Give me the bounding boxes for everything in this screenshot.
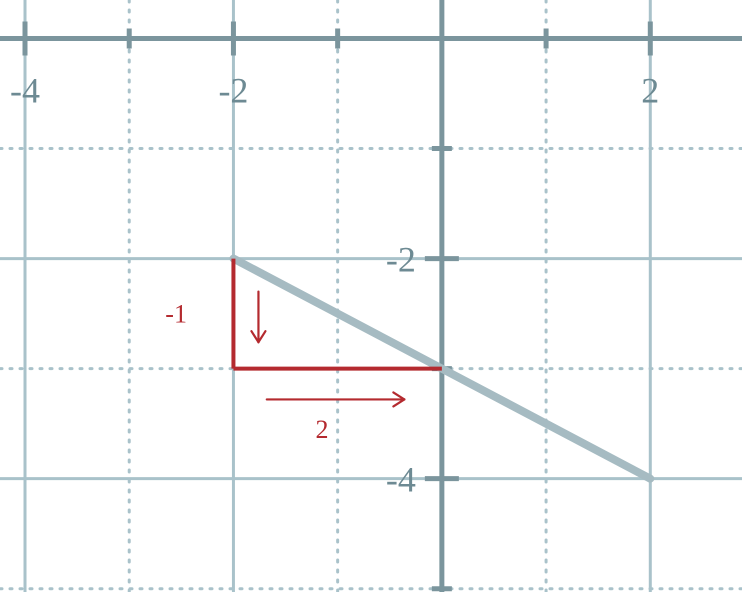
rise-label: -1 <box>165 299 187 328</box>
x-tick-label: -2 <box>218 71 248 111</box>
y-tick-label: -2 <box>386 240 416 280</box>
x-tick-label: -4 <box>10 71 40 111</box>
run-label: 2 <box>316 415 329 444</box>
x-tick-label: 2 <box>641 71 659 111</box>
y-tick-label: -4 <box>386 460 416 500</box>
slope-chart: -4 -2 2 -2 -4 -1 2 <box>0 0 742 592</box>
